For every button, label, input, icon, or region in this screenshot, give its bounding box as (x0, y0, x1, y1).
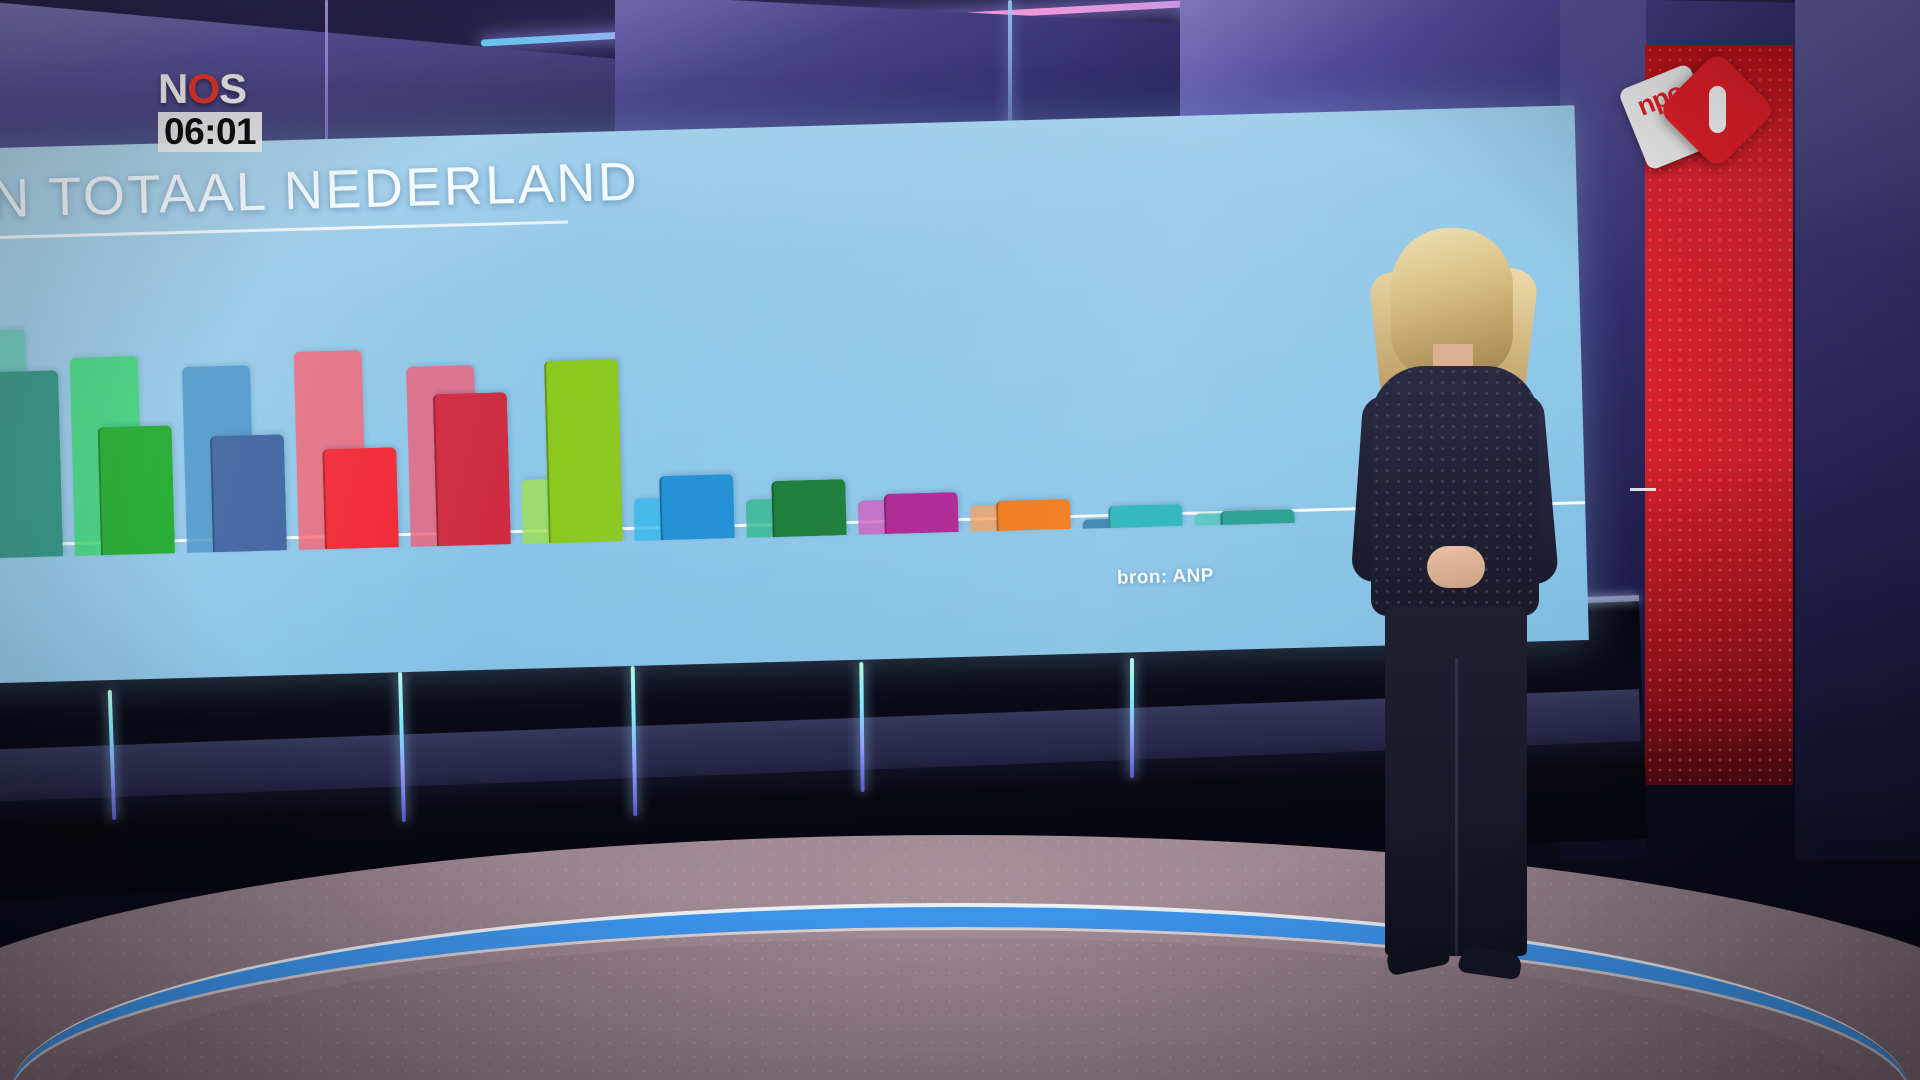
nos-channel-bug: NOS 06:01 (158, 68, 276, 152)
nos-logo-o: O (187, 65, 220, 112)
led-dot-matrix (1645, 45, 1793, 785)
nos-logo: NOS (158, 68, 276, 110)
npo1-channel-bug: npo (1617, 50, 1777, 178)
floor-arc-highlight (10, 903, 1910, 1080)
sidewall-glow-mid (1008, 0, 1012, 180)
on-screen-clock: 06:01 (158, 112, 263, 152)
wall-light-strip-5 (1130, 658, 1134, 778)
presenter-trouser-seam (1455, 658, 1458, 958)
wall-panel-far-right (1795, 0, 1920, 860)
led-column (1645, 45, 1793, 785)
news-presenter (1335, 228, 1565, 983)
presenter-hands (1427, 546, 1485, 588)
npo-channel-number-icon (1709, 86, 1726, 133)
nos-logo-s: S (219, 65, 247, 112)
presenter-trousers (1385, 606, 1527, 956)
led-column-tick (1630, 488, 1656, 491)
nos-logo-n: N (158, 65, 188, 112)
